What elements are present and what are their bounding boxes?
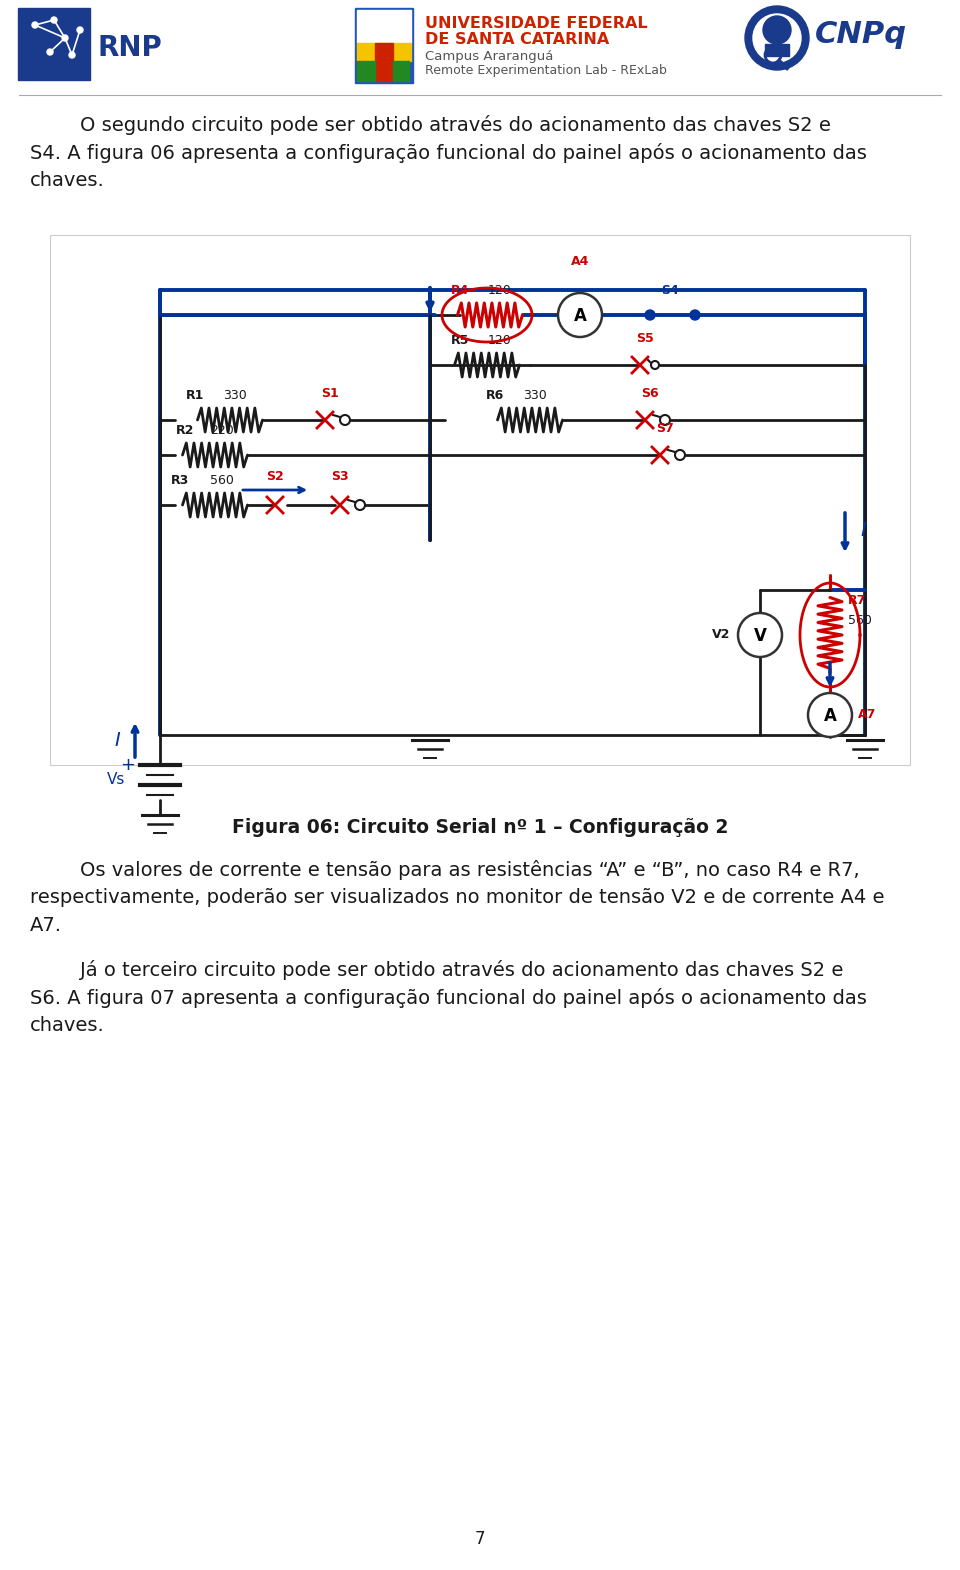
Text: S6. A figura 07 apresenta a configuração funcional do painel após o acionamento : S6. A figura 07 apresenta a configuração… <box>30 988 867 1008</box>
Text: S4. A figura 06 apresenta a configuração funcional do painel após o acionamento : S4. A figura 06 apresenta a configuração… <box>30 143 867 163</box>
Text: R1: R1 <box>186 389 204 402</box>
Circle shape <box>645 309 655 320</box>
Bar <box>393 61 409 82</box>
Bar <box>18 8 90 80</box>
Text: chaves.: chaves. <box>30 171 105 190</box>
Bar <box>50 236 910 765</box>
Text: +: + <box>120 757 135 774</box>
Circle shape <box>763 16 791 44</box>
Text: O segundo circuito pode ser obtido através do acionamento das chaves S2 e: O segundo circuito pode ser obtido atrav… <box>30 115 830 135</box>
Bar <box>765 44 789 57</box>
Text: R3: R3 <box>171 474 189 487</box>
Circle shape <box>69 52 75 58</box>
Circle shape <box>651 361 659 369</box>
Bar <box>357 42 411 61</box>
Text: A4: A4 <box>571 254 589 268</box>
Text: A: A <box>824 706 836 725</box>
Circle shape <box>808 692 852 736</box>
Text: chaves.: chaves. <box>30 1016 105 1035</box>
Text: RNP: RNP <box>97 35 161 61</box>
Text: 120: 120 <box>488 334 512 347</box>
Text: S1: S1 <box>322 386 339 400</box>
Circle shape <box>738 612 782 656</box>
Text: 7: 7 <box>475 1531 485 1548</box>
Circle shape <box>47 49 53 55</box>
Text: 330: 330 <box>223 389 247 402</box>
Bar <box>357 61 375 82</box>
Circle shape <box>355 499 365 510</box>
Circle shape <box>51 17 57 24</box>
Text: V: V <box>754 626 766 645</box>
Circle shape <box>558 294 602 338</box>
Bar <box>375 42 393 82</box>
Text: 220: 220 <box>210 424 234 436</box>
Text: 560: 560 <box>848 614 872 626</box>
Text: A7.: A7. <box>30 915 62 936</box>
Text: Remote Experimentation Lab - RExLab: Remote Experimentation Lab - RExLab <box>425 64 667 77</box>
Text: DE SANTA CATARINA: DE SANTA CATARINA <box>425 31 610 47</box>
Bar <box>357 9 411 42</box>
Text: V2: V2 <box>711 628 730 642</box>
Circle shape <box>77 27 83 33</box>
Text: R4: R4 <box>451 284 469 297</box>
Text: Campus Araranguá: Campus Araranguá <box>425 50 553 63</box>
Text: S5: S5 <box>636 331 654 345</box>
Text: R7: R7 <box>848 593 866 606</box>
Circle shape <box>745 6 809 71</box>
Bar <box>355 8 413 83</box>
Text: I: I <box>860 521 866 540</box>
Text: 560: 560 <box>210 474 234 487</box>
Text: Os valores de corrente e tensão para as resistências “A” e “B”, no caso R4 e R7,: Os valores de corrente e tensão para as … <box>30 860 859 881</box>
Circle shape <box>340 414 350 425</box>
Text: A7: A7 <box>858 708 876 722</box>
Text: R6: R6 <box>486 389 504 402</box>
Circle shape <box>660 414 670 425</box>
Circle shape <box>675 451 685 460</box>
Text: R5: R5 <box>451 334 469 347</box>
Circle shape <box>753 14 801 61</box>
Text: I: I <box>114 730 120 749</box>
Text: UNIVERSIDADE FEDERAL: UNIVERSIDADE FEDERAL <box>425 16 648 31</box>
Text: S6: S6 <box>641 386 659 400</box>
Circle shape <box>62 35 68 41</box>
Text: S3: S3 <box>331 469 348 484</box>
Circle shape <box>32 22 38 28</box>
Text: Já o terceiro circuito pode ser obtido através do acionamento das chaves S2 e: Já o terceiro circuito pode ser obtido a… <box>30 959 844 980</box>
Text: CNPq: CNPq <box>815 20 907 49</box>
Text: 330: 330 <box>523 389 547 402</box>
Text: Figura 06: Circuito Serial nº 1 – Configuração 2: Figura 06: Circuito Serial nº 1 – Config… <box>231 818 729 837</box>
Text: respectivamente, poderão ser visualizados no monitor de tensão V2 e de corrente : respectivamente, poderão ser visualizado… <box>30 889 884 907</box>
Text: S2: S2 <box>266 469 284 484</box>
Text: 120: 120 <box>488 284 512 297</box>
Text: S4: S4 <box>661 284 679 297</box>
Text: Vs: Vs <box>107 772 125 788</box>
Circle shape <box>690 309 700 320</box>
Text: S7: S7 <box>656 422 674 435</box>
Text: A: A <box>573 308 587 325</box>
Text: R2: R2 <box>176 424 194 436</box>
